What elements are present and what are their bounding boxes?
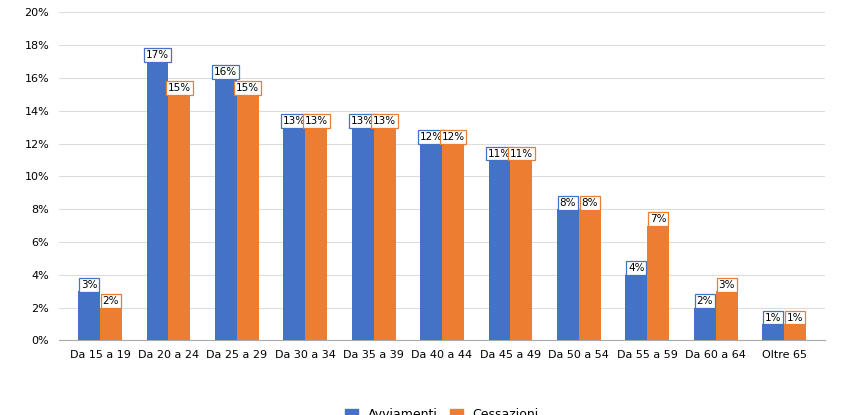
- Text: 16%: 16%: [215, 67, 237, 77]
- Text: 4%: 4%: [628, 264, 645, 273]
- Bar: [694, 308, 716, 340]
- Text: 8%: 8%: [582, 198, 598, 208]
- Bar: [716, 291, 738, 340]
- Text: 2%: 2%: [103, 296, 120, 306]
- Text: 7%: 7%: [650, 214, 667, 224]
- Text: 15%: 15%: [168, 83, 191, 93]
- Bar: [420, 144, 442, 340]
- Bar: [784, 324, 806, 340]
- Bar: [237, 94, 258, 340]
- Bar: [305, 127, 327, 340]
- Legend: Avviamenti, Cessazioni: Avviamenti, Cessazioni: [340, 403, 544, 415]
- Bar: [762, 324, 784, 340]
- Text: 17%: 17%: [146, 50, 169, 60]
- Text: 12%: 12%: [441, 132, 465, 142]
- Text: 1%: 1%: [765, 312, 781, 322]
- Text: 13%: 13%: [373, 116, 396, 126]
- Bar: [647, 226, 669, 340]
- Bar: [578, 209, 600, 340]
- Bar: [510, 160, 532, 340]
- Text: 3%: 3%: [718, 280, 735, 290]
- Text: 1%: 1%: [786, 312, 803, 322]
- Bar: [215, 78, 237, 340]
- Bar: [283, 127, 305, 340]
- Text: 2%: 2%: [696, 296, 713, 306]
- Bar: [100, 308, 122, 340]
- Text: 12%: 12%: [419, 132, 443, 142]
- Bar: [557, 209, 579, 340]
- Bar: [147, 61, 168, 340]
- Text: 11%: 11%: [488, 149, 511, 159]
- Text: 8%: 8%: [560, 198, 576, 208]
- Text: 11%: 11%: [510, 149, 533, 159]
- Bar: [352, 127, 374, 340]
- Bar: [626, 275, 647, 340]
- Bar: [168, 94, 190, 340]
- Bar: [442, 144, 464, 340]
- Text: 13%: 13%: [283, 116, 306, 126]
- Bar: [374, 127, 396, 340]
- Text: 3%: 3%: [81, 280, 98, 290]
- Bar: [488, 160, 510, 340]
- Text: 13%: 13%: [351, 116, 374, 126]
- Text: 15%: 15%: [237, 83, 259, 93]
- Bar: [78, 291, 100, 340]
- Text: 13%: 13%: [305, 116, 328, 126]
